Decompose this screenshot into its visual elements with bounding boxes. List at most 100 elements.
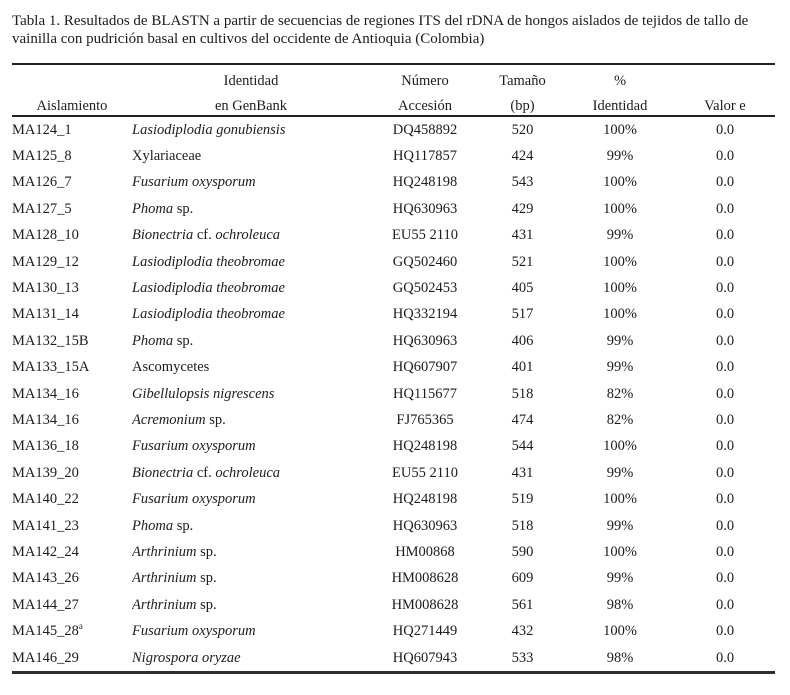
table-row: MA132_15B Phoma sp. HQ630963 406 99% 0.0	[12, 328, 775, 354]
table-row: MA131_14 Lasiodiplodia theobromae HQ332194…	[12, 302, 775, 328]
cell-pct-identidad: 100%	[603, 543, 637, 560]
taxon-name-italic: Acremonium	[132, 411, 206, 428]
cell-valor-e: 0.0	[715, 385, 735, 402]
cell-numero-accesion: HQ607907	[392, 359, 458, 376]
cell-tamano-bp: 533	[511, 649, 534, 666]
cell-valor-e: 0.0	[715, 174, 735, 191]
cell-valor-e: 0.0	[715, 359, 735, 376]
header-row: Aislamiento Identidad en GenBank Número …	[12, 64, 775, 117]
cell-aislamiento: MA134_16	[12, 385, 79, 402]
taxon-name-italic: Lasiodiplodia gonubiensis	[132, 121, 286, 138]
cell-valor-e: 0.0	[715, 491, 735, 508]
table-row: MA130_13 Lasiodiplodia theobromae GQ502453…	[12, 275, 775, 301]
cell-tamano-bp: 401	[511, 359, 534, 376]
table-row: MA136_18 Fusarium oxysporum HQ248198 544 100…	[12, 434, 775, 460]
cell-pct-identidad: 99%	[606, 332, 634, 349]
cell-pct-identidad: 100%	[603, 174, 637, 191]
taxon-name-roman: Xylariaceae	[132, 148, 202, 165]
cell-aislamiento: MA133_15A	[12, 359, 90, 376]
cell-valor-e: 0.0	[715, 596, 735, 613]
cell-numero-accesion: GQ502460	[392, 253, 458, 270]
taxon-name-italic: Arthrinium	[132, 543, 197, 560]
taxon-name-italic: Phoma	[132, 332, 174, 349]
cell-numero-accesion: HQ248198	[392, 174, 458, 191]
cell-identidad-genbank: Bionectria cf. ochroleuca	[132, 460, 370, 486]
cell-numero-accesion: GQ502453	[392, 280, 458, 297]
cell-identidad-genbank: Phoma sp.	[132, 196, 370, 222]
cell-numero-accesion: EU55 2110	[392, 227, 458, 244]
table-row: MA142_24 Arthrinium sp. HM00868 590 100% 0.0	[12, 539, 775, 565]
header-tamano-bp: Tamaño (bp)	[480, 64, 565, 117]
cell-aislamiento: MA132_15B	[12, 332, 89, 349]
cell-identidad-genbank: Lasiodiplodia theobromae	[132, 249, 370, 275]
taxon-name-roman: sp.	[173, 332, 194, 349]
cell-valor-e: 0.0	[715, 411, 735, 428]
cell-valor-e: 0.0	[715, 306, 735, 323]
cell-pct-identidad: 100%	[603, 623, 637, 640]
taxon-name-italic: Fusarium oxysporum	[132, 174, 256, 191]
header-line1: Identidad	[223, 73, 279, 89]
taxon-name-italic: Bionectria	[132, 464, 194, 481]
cell-identidad-genbank: Fusarium oxysporum	[132, 618, 370, 644]
taxon-name-roman: cf.	[193, 464, 216, 481]
cell-pct-identidad: 82%	[606, 385, 634, 402]
cell-pct-identidad: 98%	[606, 596, 634, 613]
cell-aislamiento: MA134_16	[12, 411, 79, 428]
cell-pct-identidad: 100%	[603, 491, 637, 508]
superscript-note: a	[78, 621, 83, 632]
cell-aislamiento: MA140_22	[12, 491, 79, 508]
taxon-name-italic: Bionectria	[132, 227, 194, 244]
cell-aislamiento: MA128_10	[12, 227, 79, 244]
cell-valor-e: 0.0	[715, 200, 735, 217]
header-valor-e: Valor e	[675, 64, 775, 117]
taxon-name-italic: Fusarium oxysporum	[132, 438, 256, 455]
cell-aislamiento: MA129_12	[12, 253, 79, 270]
cell-numero-accesion: EU55 2110	[392, 464, 458, 481]
cell-pct-identidad: 100%	[603, 438, 637, 455]
table-row: MA139_20 Bionectria cf. ochroleuca EU55 21…	[12, 460, 775, 486]
table-row: MA129_12 Lasiodiplodia theobromae GQ502460…	[12, 249, 775, 275]
cell-tamano-bp: 405	[511, 280, 534, 297]
blastn-results-table: Aislamiento Identidad en GenBank Número …	[12, 63, 775, 675]
cell-pct-identidad: 100%	[603, 121, 637, 138]
table-row: MA134_16 Gibellulopsis nigrescens HQ115677…	[12, 381, 775, 407]
table-row: MA144_27 Arthrinium sp. HM008628 561 98% 0.0	[12, 592, 775, 618]
cell-pct-identidad: 99%	[606, 517, 634, 534]
table-row: MA124_1 Lasiodiplodia gonubiensis DQ458892…	[12, 116, 775, 143]
cell-identidad-genbank: Arthrinium sp.	[132, 566, 370, 592]
taxon-name-roman: sp.	[196, 596, 217, 613]
cell-tamano-bp: 609	[511, 570, 534, 587]
table-caption: Tabla 1. Resultados de BLASTN a partir d…	[12, 13, 749, 47]
cell-numero-accesion: HM008628	[391, 570, 459, 587]
cell-pct-identidad: 99%	[606, 148, 634, 165]
taxon-name-italic: Phoma	[132, 200, 174, 217]
table-row: MA143_26 Arthrinium sp. HM008628 609 99% 0.0	[12, 566, 775, 592]
cell-valor-e: 0.0	[715, 623, 735, 640]
cell-tamano-bp: 406	[511, 332, 534, 349]
header-line2: Aislamiento	[36, 98, 108, 114]
cell-identidad-genbank: Ascomycetes	[132, 355, 370, 381]
taxon-name-italic: Lasiodiplodia theobromae	[132, 253, 285, 270]
header-pct-identidad: % Identidad	[565, 64, 675, 117]
cell-pct-identidad: 100%	[603, 306, 637, 323]
cell-tamano-bp: 431	[511, 227, 534, 244]
cell-valor-e: 0.0	[715, 332, 735, 349]
header-line1: Tamaño	[499, 73, 546, 89]
table-row: MA145_28a Fusarium oxysporum HQ271449 432 10…	[12, 618, 775, 644]
cell-identidad-genbank: Fusarium oxysporum	[132, 170, 370, 196]
taxon-name-italic: Fusarium oxysporum	[132, 491, 256, 508]
cell-numero-accesion: HQ248198	[392, 438, 458, 455]
table-row: MA126_7 Fusarium oxysporum HQ248198 543 100%…	[12, 170, 775, 196]
taxon-name-italic: Lasiodiplodia theobromae	[132, 306, 285, 323]
cell-aislamiento: MA146_29	[12, 649, 79, 666]
header-line1	[12, 72, 132, 90]
cell-aislamiento: MA126_7	[12, 174, 72, 191]
cell-aislamiento: MA136_18	[12, 438, 79, 455]
taxon-name-roman: sp.	[173, 517, 194, 534]
cell-valor-e: 0.0	[715, 517, 735, 534]
cell-identidad-genbank: Fusarium oxysporum	[132, 434, 370, 460]
cell-pct-identidad: 99%	[606, 464, 634, 481]
cell-identidad-genbank: Arthrinium sp.	[132, 592, 370, 618]
header-line2: Valor e	[704, 98, 746, 114]
cell-tamano-bp: 519	[511, 491, 534, 508]
